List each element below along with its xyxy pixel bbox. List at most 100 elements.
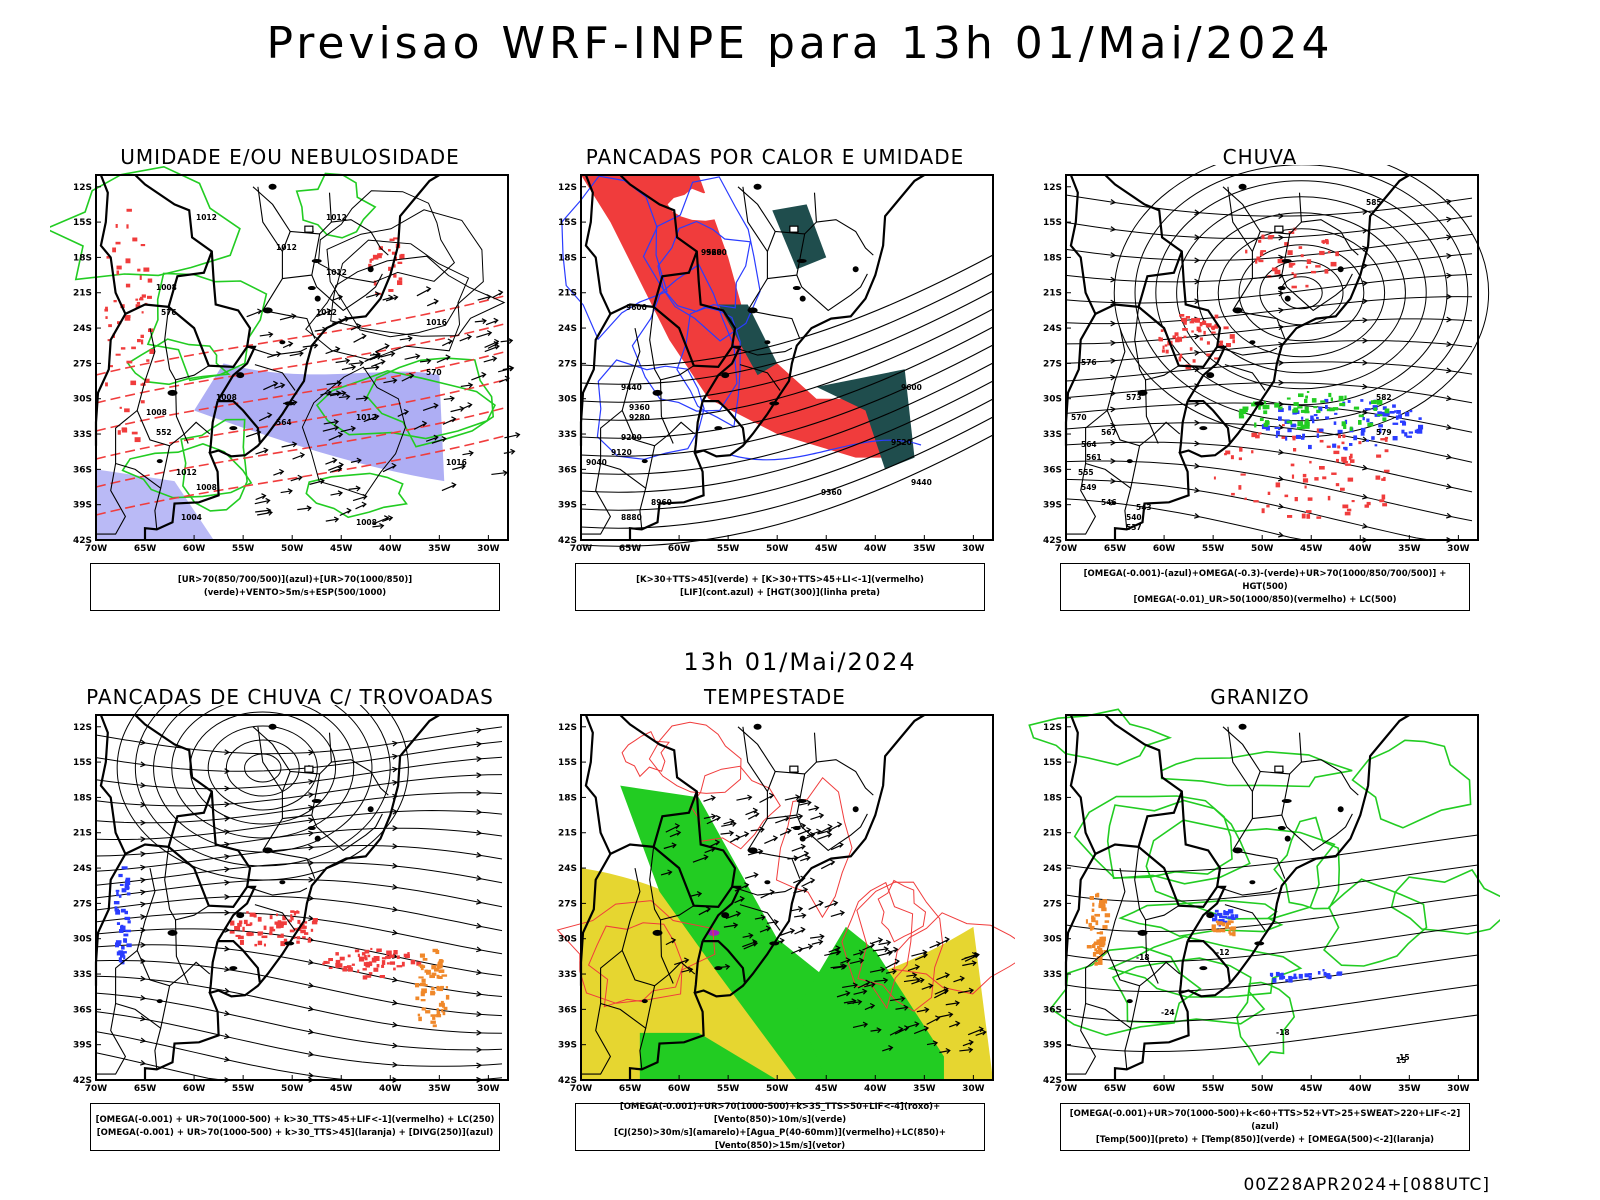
streamline (95, 895, 503, 932)
lon-tick-label: 40W (379, 544, 402, 554)
lat-tick-label: 36S (73, 1005, 92, 1015)
green-speckle (1339, 402, 1346, 407)
wind-vector-head (445, 354, 451, 361)
border-bolivia (99, 174, 169, 316)
red-speckle (1179, 314, 1185, 317)
streamline (95, 792, 503, 824)
blue-speckle (1222, 920, 1228, 924)
wind-vector-head (297, 474, 303, 481)
legend-line: [OMEGA(-0.001)+UR>70(1000-500)+k>35_TTS>… (619, 1102, 941, 1125)
wind-vector (750, 828, 764, 832)
wind-vector-head (786, 827, 792, 834)
fields (556, 721, 1015, 1080)
blue-speckle (1285, 436, 1288, 441)
green-speckle (1263, 422, 1269, 427)
wind-vector (476, 332, 492, 338)
wind-vector (824, 951, 840, 957)
red-speckle (1259, 251, 1264, 257)
green-speckle (1238, 415, 1245, 419)
lake-blob (1126, 459, 1133, 464)
stream-arrow (392, 976, 399, 983)
wind-vector (246, 310, 262, 318)
orange-speckle (1097, 945, 1101, 949)
wind-vector-head (268, 331, 274, 338)
red-speckle (230, 920, 235, 926)
contour-label: -24 (1161, 1008, 1175, 1017)
red-speckle (1314, 477, 1319, 481)
wind-vector-head (744, 882, 750, 889)
wind-vector (325, 348, 340, 355)
wind-vector-head (433, 298, 439, 305)
contour-label: 549 (1081, 483, 1097, 492)
wind-vector-head (466, 333, 473, 340)
blue-speckle (1418, 417, 1422, 420)
wind-vector-head (492, 355, 498, 362)
lake-blob (1238, 723, 1247, 730)
orange-speckle (1086, 945, 1092, 949)
red-speckle (1253, 500, 1259, 503)
blue-speckle (121, 888, 127, 893)
panel-title: UMIDADE E/OU NEBULOSIDADE (120, 145, 460, 169)
blue-speckle (1398, 414, 1402, 419)
state-border (737, 186, 776, 232)
contour-label: 1012 (276, 243, 297, 252)
wind-vector (328, 433, 343, 441)
red-speckle (1307, 497, 1313, 501)
green-speckle (1305, 418, 1309, 424)
blue-speckle (1366, 439, 1370, 442)
lat-tick-label: 39S (1043, 1041, 1062, 1051)
political-borders (1064, 714, 1410, 1080)
red-speckle (328, 958, 334, 962)
lat-tick-label: 18S (1043, 793, 1062, 803)
humidity-contour (146, 272, 268, 382)
temp500-contour (1065, 924, 1479, 963)
pressure-contour (301, 366, 407, 497)
green-speckle (1238, 410, 1244, 416)
lon-tick-label: 50W (281, 544, 304, 554)
lon-tick-label: 55W (1202, 1084, 1225, 1094)
wind-vector (975, 1031, 986, 1037)
coastline (628, 174, 925, 540)
red-speckle (379, 975, 385, 979)
border-uruguay-argentina (208, 400, 219, 454)
legend-line: [OMEGA(-0.01)_UR>50(1000/850)(vermelho) … (1133, 594, 1397, 605)
wind-vector-head (426, 358, 432, 365)
red-speckle (1267, 235, 1273, 240)
blue-speckle (1324, 398, 1329, 403)
forecast-time-label: 13h 01/Mai/2024 (683, 648, 917, 676)
wind-vector-head (944, 936, 950, 943)
wind-vector (916, 1008, 929, 1013)
red-speckle (1281, 436, 1287, 439)
lat-tick-label: 39S (1043, 501, 1062, 511)
red-speckle (1215, 323, 1218, 327)
lake-blob (1206, 912, 1215, 919)
province-border (160, 445, 171, 489)
wind-vector-head (932, 1040, 939, 1047)
wind-vector-head (333, 516, 340, 523)
blue-speckle (121, 946, 125, 950)
wind-vector (323, 420, 339, 425)
streamline (1065, 273, 1473, 304)
wind-vector-head (880, 966, 886, 973)
red-speckle (135, 304, 141, 308)
wind-vector (906, 974, 917, 977)
border-brazil-west (1104, 174, 1227, 402)
wind-vector-head (383, 515, 390, 522)
blue-speckle (1290, 423, 1296, 428)
wind-vector-head (830, 859, 836, 866)
green-speckle (1382, 417, 1387, 422)
green-speckle (1304, 406, 1308, 410)
red-speckle (1181, 317, 1188, 322)
wind-vector (302, 344, 318, 348)
lake-blob (1238, 183, 1247, 190)
red-speckle (364, 957, 368, 961)
panel-pancadas-calor: PANCADAS POR CALOR E UMIDADE 9520 9600 944… (535, 145, 1015, 635)
red-speckle (141, 339, 144, 345)
lake-blob (229, 966, 238, 971)
stream-arrow (140, 901, 147, 908)
wind-vector-head (696, 890, 703, 897)
orange-speckle (431, 965, 437, 970)
lake-blob (307, 826, 316, 831)
province-border (115, 410, 162, 530)
blue-speckle (1394, 410, 1397, 413)
